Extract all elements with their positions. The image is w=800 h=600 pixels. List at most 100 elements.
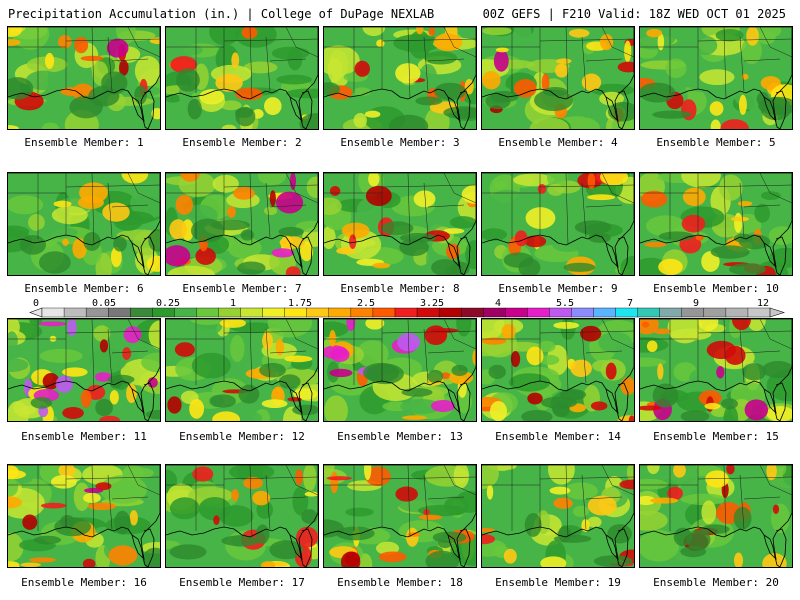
member-caption: Ensemble Member: 20 [653, 576, 779, 589]
colorbar-tick-label: 4 [495, 298, 501, 309]
colorbar-swatch [416, 307, 440, 318]
precip-map [482, 465, 634, 567]
precip-map [324, 465, 476, 567]
colorbar-swatch [41, 307, 65, 318]
ensemble-member-map [639, 26, 793, 130]
precip-map [640, 27, 792, 129]
colorbar-swatch [262, 307, 286, 318]
member-caption: Ensemble Member: 18 [337, 576, 463, 589]
precip-map [324, 319, 476, 421]
ensemble-member-map [323, 318, 477, 422]
ensemble-member-map [323, 172, 477, 276]
colorbar-tick-label: 5.5 [556, 298, 574, 309]
precip-map [640, 319, 792, 421]
colorbar-swatch [372, 307, 396, 318]
ensemble-member-map [7, 318, 161, 422]
member-caption: Ensemble Member: 15 [653, 430, 779, 443]
colorbar-tick-label: 9 [693, 298, 699, 309]
member-caption: Ensemble Member: 1 [24, 136, 144, 149]
member-caption: Ensemble Member: 2 [182, 136, 302, 149]
colorbar-swatch [527, 307, 550, 318]
precip-map [8, 465, 160, 567]
colorbar-swatch [218, 307, 242, 318]
member-caption: Ensemble Member: 14 [495, 430, 621, 443]
colorbar-swatch [438, 307, 462, 318]
precip-map [640, 173, 792, 275]
ensemble-member-map [165, 26, 319, 130]
colorbar-swatch [63, 307, 87, 318]
ensemble-member-map [165, 318, 319, 422]
precip-map [8, 173, 160, 275]
colorbar-swatch [483, 307, 506, 318]
colorbar-tick-label: 1.75 [288, 298, 312, 309]
colorbar-swatch [659, 307, 683, 318]
member-caption: Ensemble Member: 5 [656, 136, 776, 149]
colorbar-swatch [196, 307, 219, 318]
colorbar-swatch [703, 307, 727, 318]
colorbar-tick-label: 1 [230, 298, 236, 309]
ensemble-member-map [7, 172, 161, 276]
precip-colorbar: 0 0.05 0.25 1 1.75 2.5 3.25 4 5.5 7 9 12 [0, 296, 800, 320]
colorbar-swatch [747, 307, 771, 318]
colorbar-swatch [505, 307, 528, 318]
colorbar-swatch [681, 307, 705, 318]
ensemble-member-map [7, 26, 161, 130]
colorbar-swatch [350, 307, 374, 318]
ensemble-member-map [481, 318, 635, 422]
colorbar-tick-label: 7 [627, 298, 633, 309]
colorbar-swatch [394, 307, 418, 318]
colorbar-arrow-right [769, 307, 785, 318]
colorbar-swatch [306, 307, 330, 318]
ensemble-member-map [165, 464, 319, 568]
member-caption: Ensemble Member: 3 [340, 136, 460, 149]
precip-map [324, 173, 476, 275]
colorbar-tick-label: 12 [757, 298, 769, 309]
member-caption: Ensemble Member: 12 [179, 430, 305, 443]
colorbar-tick-label: 0.05 [92, 298, 116, 309]
precip-map [166, 319, 318, 421]
member-caption: Ensemble Member: 11 [21, 430, 147, 443]
member-caption: Ensemble Member: 7 [182, 282, 302, 295]
colorbar-swatch [107, 307, 131, 318]
colorbar-swatch [593, 307, 617, 318]
member-caption: Ensemble Member: 10 [653, 282, 779, 295]
member-caption: Ensemble Member: 13 [337, 430, 463, 443]
precip-map [324, 27, 476, 129]
colorbar-swatch [240, 307, 264, 318]
ensemble-member-map [165, 172, 319, 276]
map-title: Precipitation Accumulation (in.) | Colle… [8, 7, 435, 21]
ensemble-member-map [639, 172, 793, 276]
ensemble-member-map [481, 172, 635, 276]
ensemble-member-map [639, 318, 793, 422]
precip-map [482, 173, 634, 275]
member-caption: Ensemble Member: 4 [498, 136, 618, 149]
colorbar-tick-label: 0.25 [156, 298, 180, 309]
precip-map [482, 319, 634, 421]
ensemble-member-map [323, 26, 477, 130]
colorbar-swatch [85, 307, 109, 318]
colorbar-swatch [549, 307, 572, 318]
ensemble-member-map [639, 464, 793, 568]
colorbar-swatch [615, 307, 639, 318]
member-caption: Ensemble Member: 8 [340, 282, 460, 295]
member-caption: Ensemble Member: 9 [498, 282, 618, 295]
colorbar-arrow-left [29, 307, 43, 318]
colorbar-swatch [571, 307, 595, 318]
precip-map [166, 465, 318, 567]
precip-map [166, 27, 318, 129]
colorbar-swatch [328, 307, 352, 318]
member-caption: Ensemble Member: 6 [24, 282, 144, 295]
colorbar-swatch [637, 307, 661, 318]
colorbar-swatch [174, 307, 197, 318]
colorbar-tick-label: 2.5 [357, 298, 375, 309]
precip-map [8, 27, 160, 129]
member-caption: Ensemble Member: 16 [21, 576, 147, 589]
ensemble-member-map [481, 26, 635, 130]
run-info: 00Z GEFS | F210 Valid: 18Z WED OCT 01 20… [482, 7, 786, 21]
member-caption: Ensemble Member: 17 [179, 576, 305, 589]
ensemble-member-map [323, 464, 477, 568]
colorbar-swatch [725, 307, 749, 318]
colorbar-tick-label: 0 [33, 298, 39, 309]
member-caption: Ensemble Member: 19 [495, 576, 621, 589]
colorbar-swatch [130, 307, 153, 318]
